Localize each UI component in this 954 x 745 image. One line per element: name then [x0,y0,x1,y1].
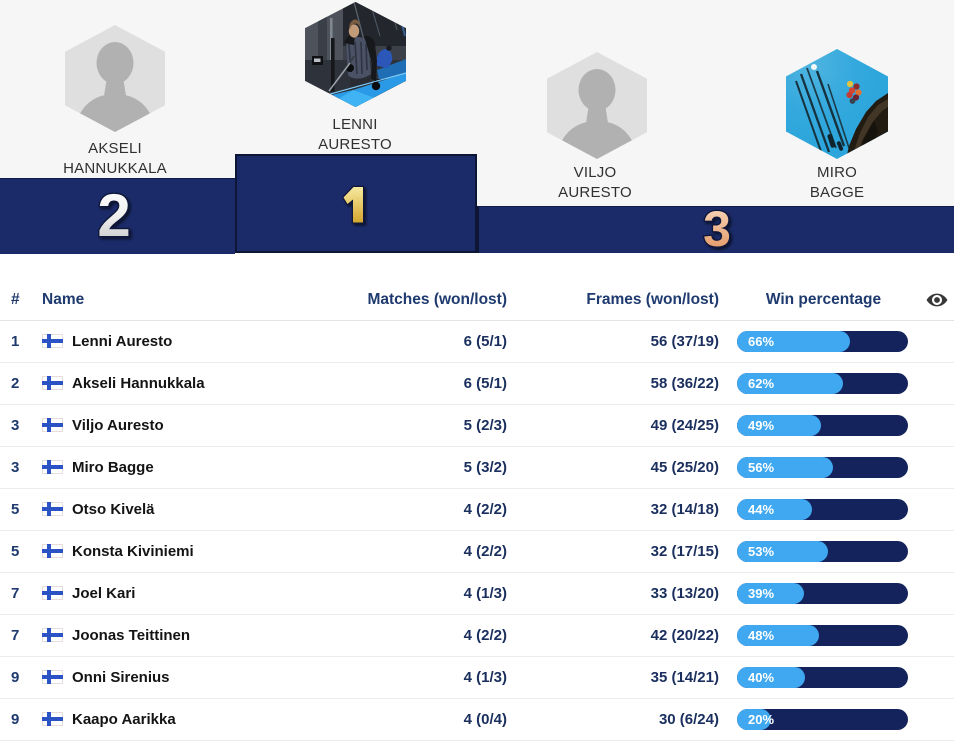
svg-text:3: 3 [703,201,731,255]
svg-text:2: 2 [97,185,130,245]
